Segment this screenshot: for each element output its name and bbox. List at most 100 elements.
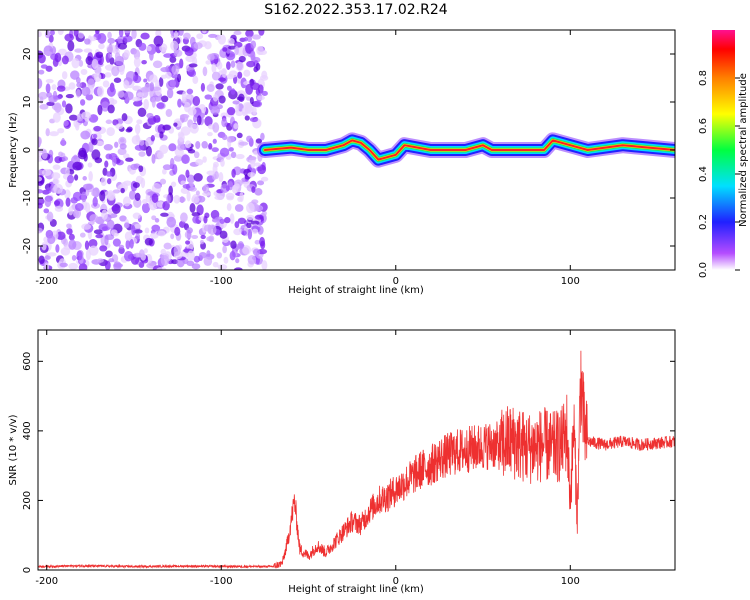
noise-speck [144,237,153,246]
noise-speck [172,164,178,175]
noise-speck [102,80,110,88]
noise-speck [237,71,243,79]
noise-speck [146,262,156,269]
noise-speck [221,134,228,141]
noise-speck [254,239,261,245]
noise-speck [72,210,80,218]
noise-speck [56,231,66,240]
noise-speck [180,212,188,223]
noise-speck [53,102,62,113]
noise-speck [257,180,265,186]
noise-speck [60,247,71,256]
noise-speck [70,197,78,204]
noise-speck [74,174,79,181]
noise-speck [133,229,143,234]
noise-speck [186,260,195,267]
noise-speck [200,82,206,92]
noise-speck [104,234,115,241]
noise-speck [149,74,158,83]
snr-panel: -200 -100 0 100 0 200 400 600 Height of straig… [8,329,676,595]
noise-speck [244,115,250,121]
noise-speck [213,161,219,168]
noise-speck [229,250,236,261]
noise-speck [208,143,213,150]
noise-speck [233,228,242,236]
noise-speck [246,214,255,220]
noise-speck [204,41,212,50]
noise-speck [155,30,162,38]
noise-speck [109,57,115,65]
noise-speck [92,133,98,139]
noise-speck [211,63,217,74]
noise-speck [219,147,230,157]
noise-speck [246,96,252,101]
noise-speck [106,44,117,53]
colorbar: 0.0 0.2 0.4 0.6 0.8 Normalized spectral ampl… [698,30,749,278]
noise-speck [58,151,64,157]
noise-speck [255,138,263,144]
noise-speck [226,107,236,116]
chart-title: S162.2022.353.17.02.R24 [264,2,447,18]
noise-speck [226,203,232,211]
noise-speck [104,260,111,270]
noise-speck [257,164,267,175]
noise-speck [45,83,51,94]
noise-speck [212,94,219,102]
noise-speck [65,166,70,176]
noise-speck [235,153,245,160]
noise-speck [112,119,119,126]
noise-speck [112,156,117,167]
noise-speck [44,255,51,260]
noise-speck [199,239,205,245]
noise-speck [49,30,55,36]
noise-speck [250,50,256,61]
noise-speck [133,56,141,68]
noise-speck [196,115,202,126]
colorbar-tick-label: 0.4 [698,166,709,182]
noise-speck [132,85,139,91]
noise-speck [76,82,83,88]
noise-speck [195,190,200,196]
x-tick-label: 100 [561,276,580,287]
noise-speck [104,72,112,78]
snr-y-ticks: 0 200 400 600 [22,352,675,573]
noise-speck [119,143,127,150]
noise-speck [129,238,134,249]
noise-speck [137,107,147,118]
noise-speck [66,228,73,235]
noise-speck [56,85,66,92]
noise-speck [165,108,173,118]
noise-speck [131,135,141,145]
noise-speck [189,181,194,188]
noise-speck [223,256,229,264]
noise-speck [131,224,136,236]
x-tick-label: 0 [393,276,399,287]
y-tick-label: 200 [22,491,33,510]
noise-speck [38,69,45,75]
noise-speck [184,140,192,149]
noise-speck [223,217,231,224]
noise-speck [55,244,60,253]
noise-speck [123,91,134,101]
noise-speck [193,114,198,123]
noise-speck [228,147,234,152]
noise-speck [68,239,77,250]
noise-speck [48,34,54,43]
noise-speck [67,40,75,52]
noise-speck [88,141,94,153]
noise-speck [88,245,99,256]
y-tick-label: 20 [22,48,33,61]
noise-speck [196,33,204,40]
noise-speck [202,156,207,163]
noise-speck [159,131,164,139]
noise-speck [76,250,83,261]
noise-speck [107,37,116,44]
noise-speck [235,258,240,264]
noise-speck [88,238,98,248]
noise-speck [192,75,199,85]
noise-speck [141,198,148,205]
noise-speck [212,138,217,144]
noise-speck [168,143,177,152]
noise-speck [118,30,124,38]
